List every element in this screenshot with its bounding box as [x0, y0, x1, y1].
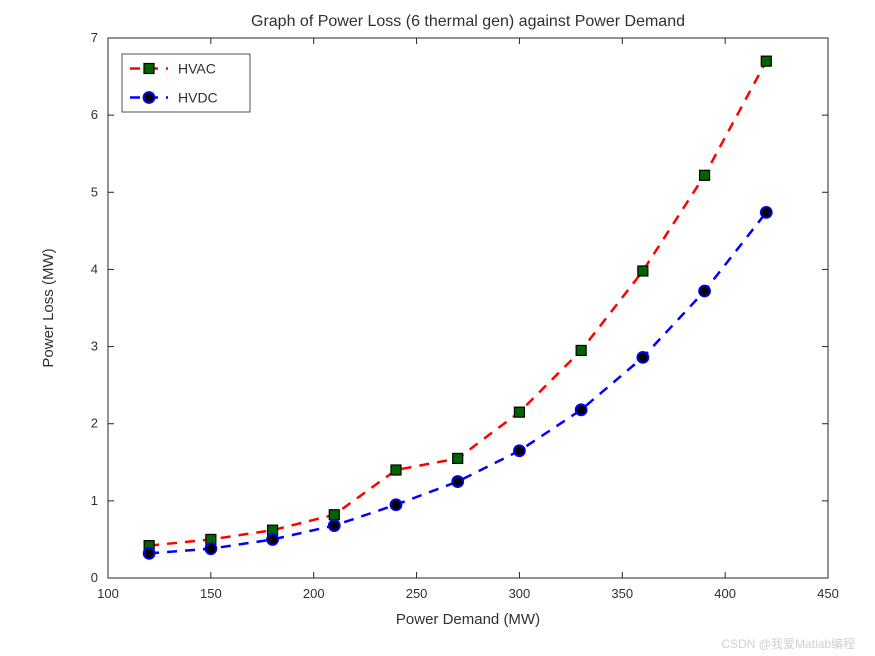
svg-text:4: 4	[91, 261, 98, 276]
svg-text:100: 100	[97, 586, 119, 601]
svg-text:Power Demand (MW): Power Demand (MW)	[396, 611, 540, 628]
chart-stage: 100 150 200 250 300 350 400 450 0 1 2 3 4 5 6 7 Graph of…	[0, 0, 875, 656]
svg-text:HVAC: HVAC	[178, 61, 216, 77]
svg-text:HVDC: HVDC	[178, 90, 218, 106]
svg-text:0: 0	[91, 570, 98, 585]
chart-svg: 100 150 200 250 300 350 400 450 0 1 2 3 4 5 6 7 Graph of…	[0, 0, 875, 656]
svg-text:200: 200	[303, 586, 325, 601]
svg-text:5: 5	[91, 184, 98, 199]
svg-text:7: 7	[91, 30, 98, 45]
svg-text:150: 150	[200, 586, 222, 601]
svg-text:3: 3	[91, 339, 98, 354]
svg-text:1: 1	[91, 493, 98, 508]
svg-text:250: 250	[406, 586, 428, 601]
svg-text:6: 6	[91, 107, 98, 122]
svg-text:2: 2	[91, 416, 98, 431]
svg-text:Power Loss (MW): Power Loss (MW)	[40, 248, 57, 367]
svg-text:Graph of Power Loss (6 thermal: Graph of Power Loss (6 thermal gen) agai…	[251, 13, 685, 30]
svg-text:350: 350	[611, 586, 633, 601]
svg-text:400: 400	[714, 586, 736, 601]
svg-text:450: 450	[817, 586, 839, 601]
svg-text:300: 300	[509, 586, 531, 601]
